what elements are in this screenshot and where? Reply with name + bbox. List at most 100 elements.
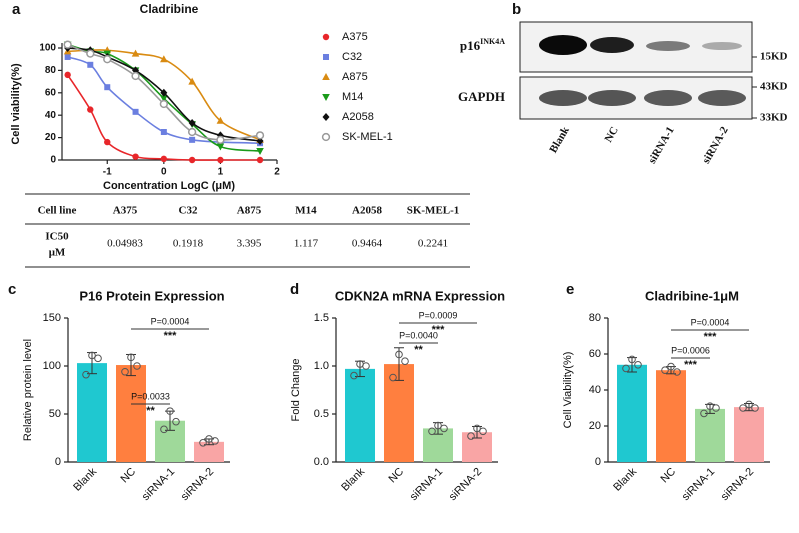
- replicate-point: [628, 355, 636, 364]
- p-value: P=0.0004: [151, 316, 190, 326]
- band: [644, 90, 692, 106]
- point: [160, 55, 168, 63]
- replicate-point: [362, 362, 370, 370]
- point: [63, 40, 72, 49]
- x-tick-label: Blank: [71, 465, 99, 493]
- y-tick-label: 20: [589, 420, 601, 432]
- replicate-point: [661, 366, 669, 375]
- point: [87, 106, 94, 113]
- x-tick-label: NC: [658, 466, 678, 486]
- y-tick-label: 150: [43, 312, 61, 324]
- point: [131, 71, 140, 81]
- legend-label: M14: [342, 91, 363, 103]
- replicate-point: [739, 404, 747, 412]
- table-header: M14: [295, 205, 317, 217]
- y-tick-label: 0.0: [314, 456, 329, 468]
- significance-stars: ***: [704, 331, 718, 343]
- table-row-header: IC50: [45, 231, 69, 243]
- lane-label: siRNA-2: [700, 124, 731, 165]
- x-tick-label: Blank: [611, 465, 639, 493]
- bar: [345, 368, 375, 462]
- point: [104, 138, 111, 146]
- band: [646, 41, 690, 51]
- replicate-point: [172, 417, 180, 426]
- panel-label: c: [8, 281, 16, 298]
- replicate-point: [428, 427, 436, 436]
- point: [256, 148, 264, 156]
- x-tick-label: siRNA-1: [140, 466, 177, 503]
- x-tick-label: 2: [274, 167, 280, 178]
- y-axis-label: Relative protein level: [22, 339, 34, 441]
- y-tick-label: 1.5: [314, 312, 329, 324]
- point: [64, 53, 71, 60]
- table-header: C32: [179, 205, 198, 217]
- legend-marker: [322, 94, 330, 101]
- replicate-point: [434, 421, 442, 430]
- replicate-point: [166, 407, 174, 415]
- lane-label: NC: [602, 125, 620, 145]
- point: [216, 116, 225, 124]
- x-tick-label: NC: [386, 466, 406, 486]
- replicate-point: [199, 439, 207, 447]
- replicate-point: [88, 351, 96, 360]
- panel-label: e: [566, 281, 574, 298]
- replicate-point: [389, 373, 397, 382]
- replicate-point: [467, 432, 475, 440]
- x-tick-label: -1: [103, 167, 112, 178]
- replicate-point: [479, 427, 487, 436]
- point: [160, 129, 167, 135]
- x-tick-label: 0: [161, 167, 167, 178]
- x-tick-label: siRNA-1: [680, 466, 717, 503]
- table-cell: 0.2241: [418, 238, 448, 250]
- table-cell: 1.117: [294, 238, 319, 250]
- point: [256, 156, 264, 164]
- blot: p16INK4A GAPDH 15KD 43KD 33KD: [458, 21, 788, 124]
- replicate-point: [395, 350, 403, 359]
- point: [131, 49, 140, 57]
- table-header: Cell line: [38, 205, 77, 217]
- significance-stars: ***: [164, 330, 178, 342]
- point: [216, 143, 225, 151]
- chart-title: Cladribine-1μM: [645, 288, 739, 303]
- panel-label: a: [12, 1, 21, 18]
- point: [188, 119, 196, 128]
- replicate-point: [745, 400, 753, 409]
- bar: [116, 365, 146, 462]
- point: [255, 131, 265, 140]
- point: [160, 88, 168, 97]
- replicate-point: [473, 424, 481, 433]
- curve: [66, 74, 261, 161]
- point: [87, 61, 94, 68]
- protein-name: p16: [460, 38, 481, 53]
- point: [217, 156, 224, 164]
- significance-stars: **: [414, 344, 423, 356]
- y-tick-label: 40: [45, 110, 57, 121]
- chart-title: CDKN2A mRNA Expression: [335, 288, 505, 303]
- p-value: P=0.0006: [671, 345, 710, 355]
- y-tick-label: 80: [45, 65, 57, 76]
- band: [539, 90, 587, 106]
- table-header: SK-MEL-1: [407, 205, 460, 217]
- marker-label: 15KD: [760, 51, 788, 63]
- y-tick-label: 50: [49, 408, 61, 420]
- p-value: P=0.0004: [691, 317, 730, 327]
- significance-stars: ***: [684, 359, 698, 371]
- band: [588, 90, 636, 106]
- x-axis-label: Concentration LogC (μM): [103, 180, 235, 192]
- table-header: A375: [113, 205, 138, 217]
- p-value: P=0.0040: [399, 330, 438, 340]
- replicate-point: [667, 362, 675, 371]
- table-cell: 0.04983: [107, 238, 143, 250]
- bar: [734, 407, 764, 462]
- band: [539, 35, 587, 55]
- legend-marker: [321, 132, 331, 142]
- replicate-point: [121, 367, 129, 376]
- x-tick-label: Blank: [339, 465, 367, 493]
- table-cell: 0.1918: [173, 238, 204, 250]
- x-tick-label: siRNA-2: [447, 466, 484, 503]
- legend-marker: [322, 33, 330, 41]
- replicate-point: [622, 364, 630, 373]
- replicate-point: [700, 409, 708, 418]
